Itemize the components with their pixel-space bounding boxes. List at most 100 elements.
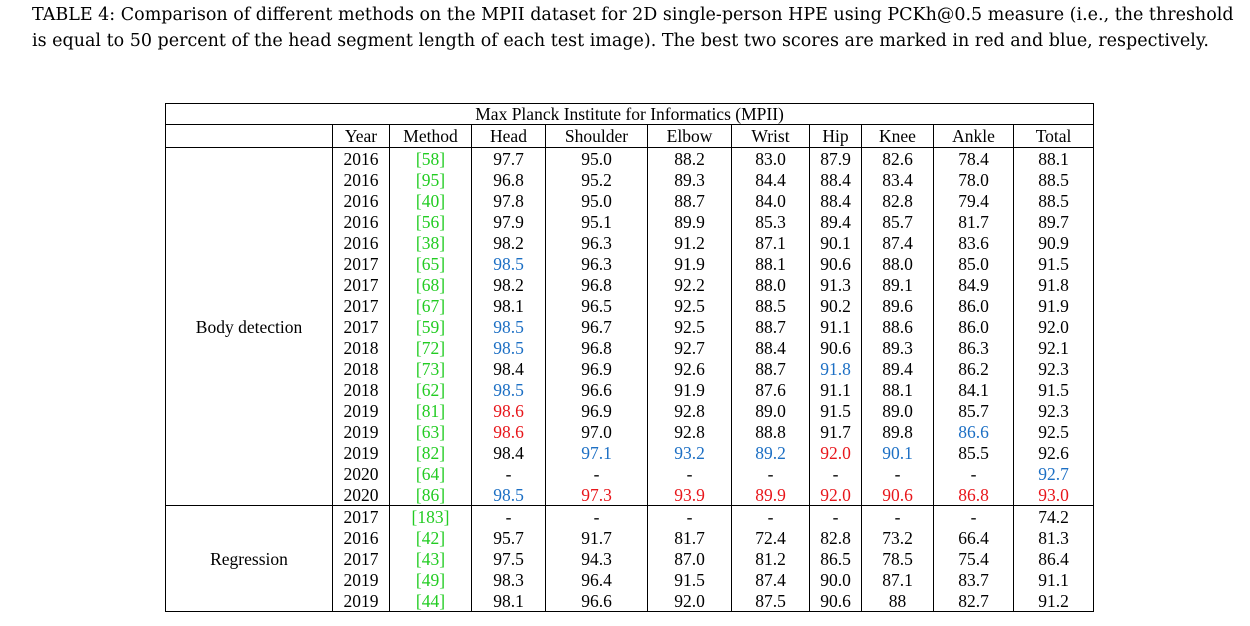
score-cell: 89.4 [809, 211, 862, 232]
score-cell: 91.7 [545, 527, 648, 548]
score-cell: 92.3 [1012, 358, 1095, 379]
score-cell: 89.1 [861, 274, 934, 295]
score-cell: 75.4 [933, 548, 1014, 569]
score-cell: 86.0 [933, 316, 1014, 337]
score-cell: - [647, 505, 732, 527]
score-cell: 87.1 [731, 232, 810, 253]
score-cell: 83.0 [731, 147, 810, 169]
score-cell: 90.1 [861, 442, 934, 463]
method-citation: [58] [389, 147, 472, 169]
year-cell: 2016 [332, 211, 390, 232]
score-cell: 88.0 [861, 253, 934, 274]
year-cell: 2019 [332, 590, 390, 612]
group-label: Body detection [165, 147, 333, 506]
year-cell: 2019 [332, 569, 390, 590]
year-cell: 2016 [332, 147, 390, 169]
table-row: 2019 [49] 98.3 96.4 91.5 87.4 90.0 87.1 83.7 91.1 [166, 569, 1095, 590]
score-cell: - [861, 463, 934, 484]
year-cell: 2018 [332, 358, 390, 379]
score-cell: - [545, 505, 648, 527]
score-cell: 96.9 [545, 400, 648, 421]
score-cell: 84.0 [731, 190, 810, 211]
score-cell: 96.6 [545, 590, 648, 612]
score-cell: 87.5 [731, 590, 810, 612]
score-cell: 92.5 [1012, 421, 1095, 442]
score-cell: 89.6 [861, 295, 934, 316]
year-cell: 2018 [332, 379, 390, 400]
score-cell: - [471, 505, 546, 527]
method-citation: [42] [389, 527, 472, 548]
score-cell: 88.4 [809, 190, 862, 211]
score-cell: 79.4 [933, 190, 1014, 211]
method-citation: [63] [389, 421, 472, 442]
table-row: 2016 [38] 98.2 96.3 91.2 87.1 90.1 87.4 83.6 90.9 [166, 232, 1095, 253]
score-cell: 91.5 [647, 569, 732, 590]
table-row: 2017 [67] 98.1 96.5 92.5 88.5 90.2 89.6 86.0 91.9 [166, 295, 1095, 316]
score-cell: 91.8 [809, 358, 862, 379]
column-header: Hip [809, 124, 862, 148]
score-cell: 88.7 [731, 358, 810, 379]
year-cell: 2016 [332, 527, 390, 548]
score-cell: 92.6 [647, 358, 732, 379]
method-citation: [95] [389, 169, 472, 190]
method-citation: [49] [389, 569, 472, 590]
score-cell: 92.6 [1012, 442, 1095, 463]
table-row: 2019 [81] 98.6 96.9 92.8 89.0 91.5 89.0 85.7 92.3 [166, 400, 1095, 421]
table-row: 2016 [95] 96.8 95.2 89.3 84.4 88.4 83.4 78.0 88.5 [166, 169, 1095, 190]
score-cell: 86.3 [933, 337, 1014, 358]
year-cell: 2016 [332, 232, 390, 253]
column-header: Total [1012, 124, 1095, 148]
score-cell: - [731, 463, 810, 484]
score-cell: 92.2 [647, 274, 732, 295]
score-cell: 92.8 [647, 400, 732, 421]
score-cell: 90.6 [809, 590, 862, 612]
score-cell: 89.3 [861, 337, 934, 358]
score-cell: 87.4 [731, 569, 810, 590]
score-cell: 97.0 [545, 421, 648, 442]
score-cell: 96.3 [545, 232, 648, 253]
score-cell: 90.6 [809, 337, 862, 358]
score-cell: 91.1 [1012, 569, 1095, 590]
score-cell: 74.2 [1012, 505, 1095, 527]
score-cell: 88.5 [1012, 169, 1095, 190]
score-cell: 91.3 [809, 274, 862, 295]
score-cell: 93.2 [647, 442, 732, 463]
score-cell: 94.3 [545, 548, 648, 569]
method-citation: [64] [389, 463, 472, 484]
table-row: 2017 [59] 98.5 96.7 92.5 88.7 91.1 88.6 86.0 92.0 [166, 316, 1095, 337]
score-cell: 93.9 [647, 484, 732, 506]
score-cell: 82.8 [861, 190, 934, 211]
year-cell: 2017 [332, 274, 390, 295]
score-cell: 88.5 [1012, 190, 1095, 211]
score-cell: 83.6 [933, 232, 1014, 253]
score-cell: - [809, 505, 862, 527]
score-cell: 81.2 [731, 548, 810, 569]
score-cell: - [545, 463, 648, 484]
method-citation: [72] [389, 337, 472, 358]
column-header: Wrist [731, 124, 810, 148]
score-cell: 92.7 [1012, 463, 1095, 484]
score-cell: 90.0 [809, 569, 862, 590]
table-row: 2018 [62] 98.5 96.6 91.9 87.6 91.1 88.1 84.1 91.5 [166, 379, 1095, 400]
score-cell: 97.1 [545, 442, 648, 463]
score-cell: 96.9 [545, 358, 648, 379]
method-citation: [59] [389, 316, 472, 337]
table-caption: TABLE 4: Comparison of different methods… [32, 5, 1234, 51]
table-row: 2016 [42] 95.7 91.7 81.7 72.4 82.8 73.2 66.4 81.3 [166, 527, 1095, 548]
method-citation: [38] [389, 232, 472, 253]
score-cell: 98.5 [471, 337, 546, 358]
score-cell: 78.5 [861, 548, 934, 569]
method-citation: [40] [389, 190, 472, 211]
table-row: 2018 [73] 98.4 96.9 92.6 88.7 91.8 89.4 86.2 92.3 [166, 358, 1095, 379]
score-cell: - [861, 505, 934, 527]
score-cell: 89.9 [731, 484, 810, 506]
score-cell: 92.5 [647, 316, 732, 337]
score-cell: 72.4 [731, 527, 810, 548]
method-citation: [82] [389, 442, 472, 463]
table-row: Body detection 2016 [58] 97.7 95.0 88.2 83.0 87… [165, 147, 1095, 506]
score-cell: 90.6 [809, 253, 862, 274]
year-cell: 2020 [332, 484, 390, 506]
score-cell: 97.9 [471, 211, 546, 232]
score-cell: 96.8 [471, 169, 546, 190]
score-cell: 86.4 [1012, 548, 1095, 569]
